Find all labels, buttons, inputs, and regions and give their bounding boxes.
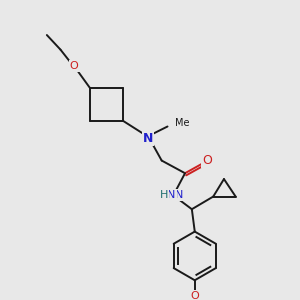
Text: N: N <box>175 190 184 200</box>
Text: O: O <box>190 291 199 300</box>
Text: H: H <box>159 190 167 200</box>
Text: H: H <box>159 190 168 200</box>
Text: O: O <box>70 61 79 71</box>
Text: Me: Me <box>175 118 190 128</box>
Text: N: N <box>167 190 176 200</box>
Text: N: N <box>143 132 153 145</box>
Text: O: O <box>202 154 212 167</box>
